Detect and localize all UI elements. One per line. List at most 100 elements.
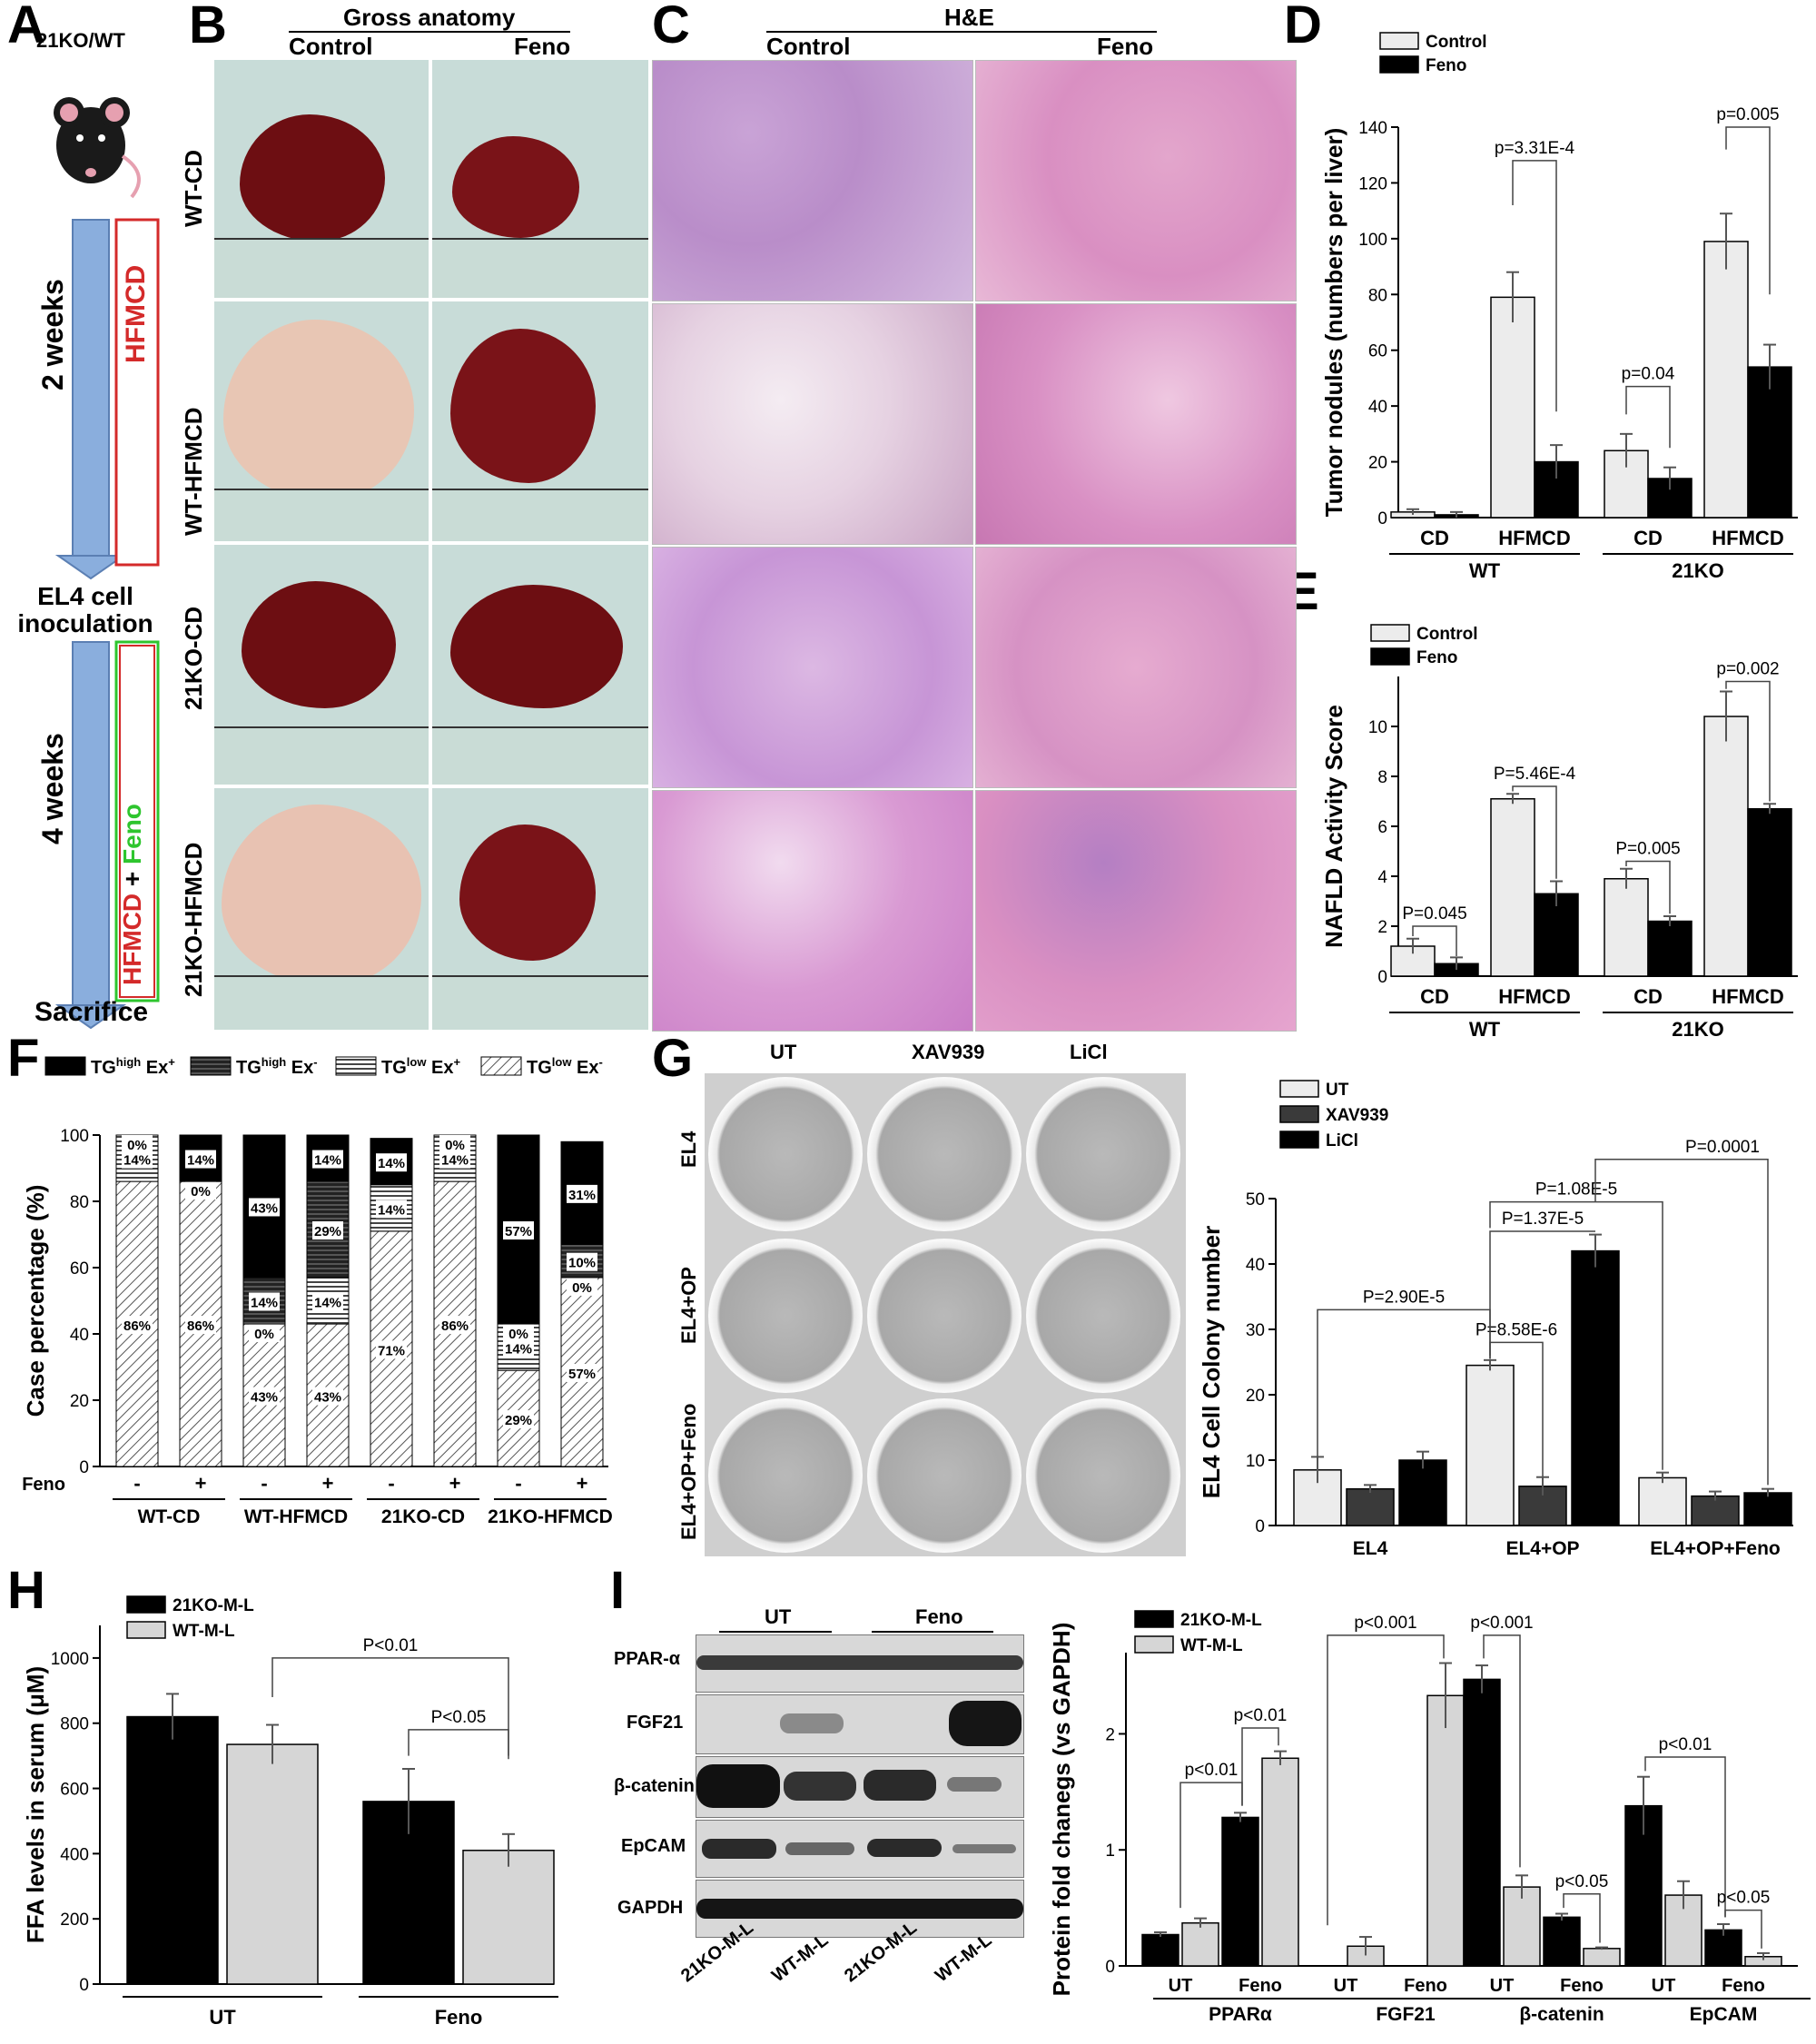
chart-i-anno-6-label: p<0.05: [1717, 1889, 1771, 1908]
bar-f-label-bg: [185, 1316, 216, 1335]
bar-f-label: 0%: [127, 1138, 147, 1153]
ruler: [432, 238, 648, 298]
blot-strip-epcam: [696, 1820, 1024, 1878]
chart-h-anno-0-bracket: [271, 1657, 509, 1756]
chart-h-y-tick-label: 800: [60, 1715, 89, 1734]
gross-photo-wt-hfmcd-feno: [432, 301, 648, 541]
phase1-diet: HFMCD: [121, 264, 151, 363]
chart-e-group-label: 21KO: [1672, 1018, 1723, 1041]
bar-i-1: [1261, 1757, 1299, 1967]
bar-i-0: [1221, 1816, 1259, 1967]
chart-h-y-axis-label: FFA levels in serum (μM): [22, 1666, 49, 1943]
bar-f-label: 14%: [505, 1342, 532, 1358]
chart-h-anno-1-label: P<0.05: [431, 1708, 487, 1727]
ruler: [432, 975, 648, 1030]
chart-f-legend-label: TGlow Ex+: [381, 1055, 460, 1078]
chart-e-anno-3-bracket: [1725, 680, 1771, 802]
chart-f-feno-mark: -: [515, 1472, 521, 1495]
bar-d-feno: [1747, 366, 1792, 518]
chart-d-y-tick-label: 0: [1377, 509, 1387, 528]
liver-specimen: [242, 581, 396, 708]
chart-f-feno-mark: -: [388, 1472, 394, 1495]
bar-d-control: [1490, 296, 1535, 518]
chart-e-anno-0-bracket: [1412, 925, 1457, 956]
chart-d-y-tick-label: 60: [1368, 342, 1387, 361]
chart-i-group-label: β-catenin: [1519, 2004, 1604, 2025]
chart-h-legend-1-label: WT-M-L: [173, 1622, 235, 1641]
chart-i-x-tick-label: Feno: [1239, 1976, 1282, 1996]
chart-e-legend-feno-label: Feno: [1416, 648, 1457, 667]
chart-g-y-tick-label: 0: [1255, 1517, 1265, 1536]
chart-i-y-tick-label: 1: [1105, 1842, 1115, 1861]
chart-i-x-tick-label: UT: [1334, 1976, 1358, 1996]
event-inoculation: EL4 cell inoculation: [17, 582, 153, 637]
chart-i-anno-3-label: p<0.001: [1470, 1614, 1533, 1633]
bar-f-label: 0%: [191, 1184, 211, 1200]
bar-f-label: 57%: [505, 1224, 532, 1239]
phase2-treatment: HFMCD + Feno: [118, 804, 147, 985]
bar-f-label-bg: [312, 1292, 343, 1311]
chart-f-y-tick-label: 60: [70, 1259, 89, 1279]
chart-f-feno-mark: -: [261, 1472, 267, 1495]
bar-f-label-bg: [567, 1363, 597, 1382]
chart-f-feno-mark: +: [322, 1472, 334, 1495]
chart-h-x-tick-label: UT: [209, 2006, 236, 2029]
bar-f-label: 14%: [123, 1153, 151, 1169]
chart-d-anno-1-bracket: [1625, 385, 1671, 449]
he-image-wt-hfmcd-control: [652, 303, 973, 545]
chart-f-legend-swatch: [335, 1056, 377, 1076]
chart-d-x-tick-label: CD: [1420, 527, 1449, 549]
chart-h-anno-0-label: P<0.01: [363, 1636, 419, 1655]
blot-strip-ppara: [696, 1634, 1024, 1693]
timeline-arrow: [54, 218, 160, 1030]
panel-b-col-feno: Feno: [514, 33, 571, 60]
bar-g-xav939: [1346, 1487, 1395, 1526]
bar-f-label: 14%: [378, 1202, 405, 1218]
event-sacrifice: Sacrifice: [35, 997, 149, 1027]
bar-f-label: 14%: [251, 1296, 278, 1311]
chart-d-y-axis-label: Tumor nodules (numbers per liver): [1320, 128, 1347, 518]
bar-e-feno: [1534, 893, 1579, 977]
chart-d-anno-0-label: p=3.31E-4: [1495, 139, 1575, 158]
bar-g-licl: [1743, 1492, 1792, 1526]
bar-f-label: 86%: [123, 1318, 151, 1334]
chart-d: 0 20 40 60 80 100 120 140 Tumor nodules (numbers…: [1320, 32, 1798, 582]
bar-f-label: 57%: [568, 1367, 596, 1382]
chart-e-legend-feno-swatch: [1370, 647, 1410, 666]
chart-g-y-tick-label: 10: [1246, 1452, 1265, 1471]
chart-g-anno-1-bracket: [1489, 1200, 1663, 1470]
chart-e: 0 2 4 6 8 10 NAFLD Activity Score CD HFMCD CD HFMC…: [1320, 624, 1798, 1041]
blot-group-ut: UT: [765, 1605, 792, 1628]
chart-h-legend-0-label: 21KO-M-L: [173, 1596, 254, 1615]
bar-f-label-bg: [376, 1340, 407, 1359]
chart-e-anno-1-label: P=5.46E-4: [1494, 765, 1576, 784]
phase1-duration: 2 weeks: [36, 279, 69, 390]
bar-f-label: 86%: [441, 1318, 469, 1334]
blot-strip-gapdh: [696, 1880, 1024, 1938]
chart-d-legend-feno-label: Feno: [1426, 56, 1466, 75]
bar-f-label-bg: [249, 1324, 280, 1343]
bar-f-label-bg: [439, 1150, 470, 1169]
ruler: [432, 726, 648, 785]
bar-i-0: [1463, 1678, 1501, 1967]
chart-i-y-tick-label: 0: [1105, 1958, 1115, 1977]
bar-f-label-bg: [376, 1153, 407, 1172]
bar-f-label: 31%: [568, 1188, 596, 1203]
row-label-wt-hfmcd: WT-HFMCD: [180, 407, 207, 536]
bar-i-0: [1543, 1916, 1581, 1967]
chart-g-anno-3-label: P=2.90E-5: [1363, 1288, 1445, 1307]
chart-e-x-tick-label: CD: [1420, 985, 1449, 1008]
chart-i-anno-5-bracket: [1644, 1756, 1726, 1918]
gross-photo-21ko-cd-control: [214, 545, 429, 785]
chart-f-legend-swatch: [480, 1056, 522, 1076]
chart-f-legend-label: TGlow Ex-: [527, 1055, 603, 1078]
bar-f-label: 14%: [187, 1153, 214, 1169]
chart-g-legend-0-swatch: [1279, 1080, 1319, 1098]
chart-f-feno-mark: +: [195, 1472, 207, 1495]
bar-f-label-bg: [567, 1252, 597, 1271]
chart-g-anno-4-label: P=8.58E-6: [1476, 1320, 1557, 1339]
bar-f-label-bg: [122, 1316, 153, 1335]
panel-letter-d: D: [1284, 0, 1322, 54]
well-el4op-xav939: [867, 1239, 1022, 1393]
